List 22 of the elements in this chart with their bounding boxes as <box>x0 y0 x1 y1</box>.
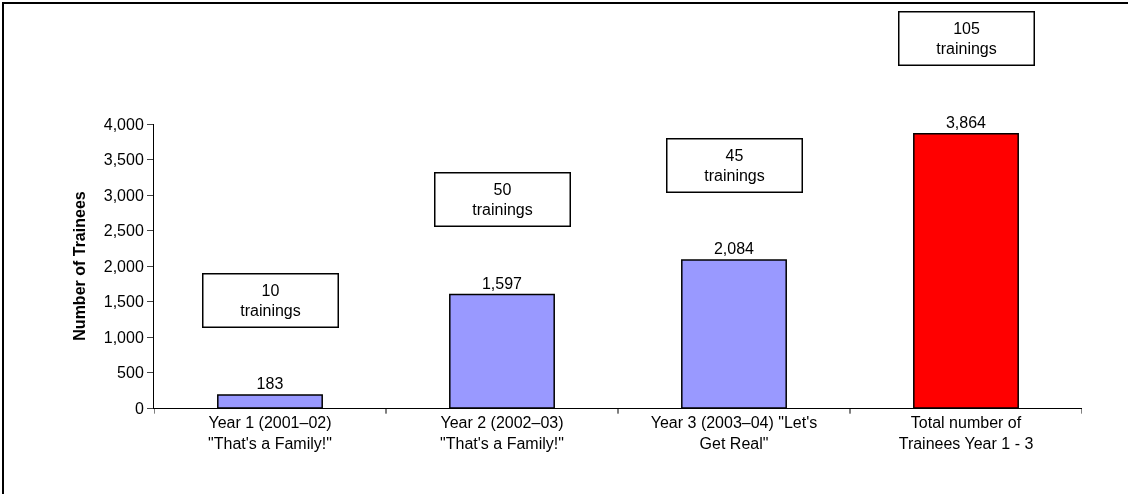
data-label: 2,084 <box>713 240 755 258</box>
y-tick-label: 3,000 <box>103 186 144 204</box>
y-tick-label: 1,500 <box>103 293 144 311</box>
y-tick-label: 0 <box>134 399 144 417</box>
y-axis-title: Number of Trainees <box>70 191 88 341</box>
y-tick-label: 4,000 <box>103 115 144 133</box>
x-tick-label: Year 3 (2003–04) "Let's Get Real" <box>650 414 818 452</box>
text: 105 trainings <box>936 19 997 58</box>
annotation: 45 trainings <box>704 146 765 185</box>
annotation: 10 trainings <box>240 281 301 320</box>
x-tick-label: Year 2 (2002–03) "That's a Family!" <box>440 414 564 452</box>
x-tick-label: Total number of Trainees Year 1 - 3 <box>898 414 1034 452</box>
y-tick-label: 2,000 <box>103 257 144 275</box>
y-tick-label: 1,000 <box>103 328 144 346</box>
y-tick-label: 500 <box>117 364 144 382</box>
data-label: 1,597 <box>481 274 523 292</box>
annotation: 50 trainings <box>472 180 533 219</box>
data-label: 183 <box>256 375 284 393</box>
data-label: 3,864 <box>945 113 987 131</box>
x-tick-label: Year 1 (2001–02) "That's a Family!" <box>208 414 332 452</box>
y-tick-label: 2,500 <box>103 222 144 240</box>
y-tick-label: 3,500 <box>103 151 144 169</box>
